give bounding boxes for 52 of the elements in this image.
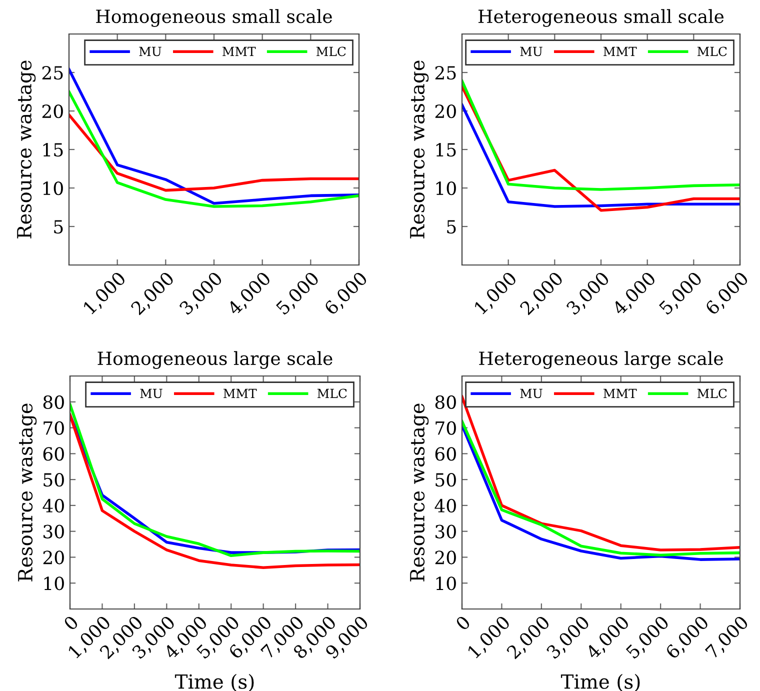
y-tick-label: 70 [44,421,64,435]
line-series [69,68,359,205]
y-tick-label: 40 [42,498,64,513]
y-tick-label: 10 [44,576,64,590]
legend-label: MU [140,388,162,398]
y-axis-title: Resource wastage [18,404,37,582]
y-tick-label: 15 [43,142,63,157]
legend-label: MLC [316,46,346,56]
line-series [462,80,740,191]
y-tick-label: 50 [44,473,64,487]
y-tick-label: 30 [436,524,456,538]
legend-label: MMT [604,46,637,56]
y-tick-label: 70 [436,421,456,435]
legend-label: MU [520,46,542,56]
chart-title: Homogeneous large scale [98,351,332,369]
y-tick-label: 80 [43,395,64,410]
chart-title: Heterogeneous small scale [478,9,724,27]
y-tick-label: 50 [436,473,456,487]
y-tick-label: 10 [436,181,456,196]
y-tick-label: 25 [42,66,63,80]
y-axis-title: Resource wastage [410,60,429,238]
y-axis-title: Resource wastage [410,404,429,582]
y-tick-label: 20 [435,104,456,118]
line-series [69,90,359,208]
y-tick-label: 5 [54,220,63,234]
legend-label: MMT [604,388,637,398]
legend-label: MMT [222,46,256,56]
line-series [462,103,740,208]
legend-label: MU [520,388,542,398]
y-tick-label: 5 [447,220,456,234]
y-tick-label: 25 [435,66,456,80]
y-tick-label: 15 [436,142,456,157]
y-tick-label: 30 [44,524,64,538]
legend-label: MMT [224,388,257,398]
y-tick-label: 80 [435,395,456,410]
y-tick-label: 60 [43,447,64,461]
y-tick-label: 60 [435,447,456,461]
legend-label: MLC [697,46,727,56]
y-axis-title: Resource wastage [17,60,36,238]
chart-title: Homogeneous small scale [96,9,332,27]
legend-label: MLC [317,388,347,398]
y-tick-label: 20 [43,550,64,564]
legend-label: MLC [697,388,727,398]
y-tick-label: 20 [42,104,63,118]
y-tick-label: 10 [43,181,63,196]
line-series [69,113,359,192]
y-tick-label: 40 [434,498,456,513]
legend-label: MU [139,46,162,56]
x-tick-label: 0 [454,614,472,632]
y-tick-label: 10 [436,576,456,590]
y-tick-label: 20 [435,550,456,564]
chart-title: Heterogeneous large scale [479,351,723,369]
